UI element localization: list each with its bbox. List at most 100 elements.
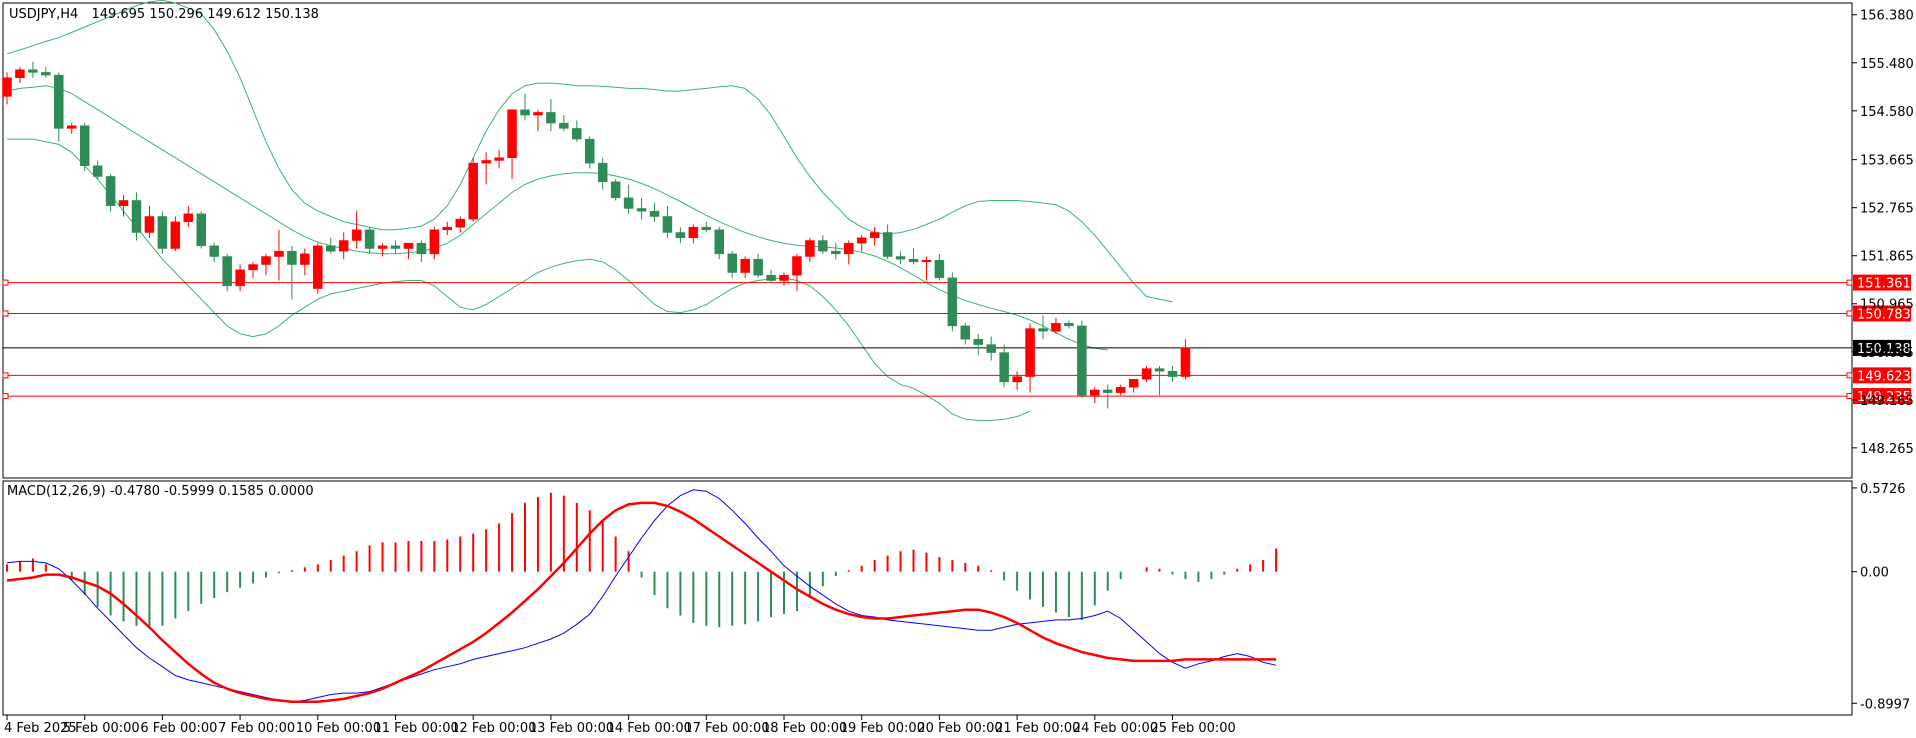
- bullish-candle: [779, 274, 789, 281]
- bearish-candle: [701, 226, 712, 231]
- bearish-candle: [831, 250, 841, 255]
- bullish-candle: [67, 125, 77, 129]
- bearish-candle: [28, 69, 38, 73]
- level-handle-left: [2, 310, 9, 317]
- horizontal-levels[interactable]: 151.361 150.783 149.623 149.235 150.138: [2, 274, 1911, 405]
- level-handle-left: [2, 372, 9, 379]
- time-tick-label: 13 Feb 00:00: [529, 721, 614, 736]
- bearish-candle: [1038, 328, 1048, 332]
- bearish-candle: [636, 208, 647, 212]
- time-tick-label: 19 Feb 00:00: [840, 721, 925, 736]
- bearish-candle: [209, 245, 219, 257]
- bearish-candle: [520, 109, 530, 116]
- bullish-candle: [481, 160, 491, 164]
- time-tick-label: 12 Feb 00:00: [451, 721, 536, 736]
- bearish-candle: [882, 232, 893, 257]
- level-handle-right: [1846, 372, 1853, 379]
- macd-panel: 0.5726 0.00 -0.8997 MACD(12,26,9) -0.4780 …: [2, 480, 1910, 716]
- bearish-candle: [105, 176, 116, 207]
- bearish-candle: [1103, 389, 1113, 393]
- macd-indicator: [6, 489, 1278, 704]
- bearish-candle: [585, 138, 595, 164]
- bullish-candle: [183, 213, 194, 223]
- price-tick-label: 149.165: [1860, 394, 1914, 409]
- price-tick-label: 150.965: [1860, 298, 1914, 313]
- bearish-candle: [597, 162, 608, 183]
- level-handle-right: [1846, 393, 1853, 400]
- bearish-candle: [157, 216, 168, 249]
- bullish-candle: [688, 226, 699, 239]
- bullish-candle: [869, 232, 880, 239]
- bullish-candle: [1141, 368, 1152, 380]
- level-price-label: 150.783: [1857, 307, 1911, 322]
- bearish-candle: [1154, 368, 1165, 372]
- band-lower-line: [7, 138, 1031, 421]
- macd-tick-label: 0.5726: [1860, 482, 1906, 497]
- bearish-candle: [766, 274, 776, 281]
- bearish-candle: [364, 229, 375, 249]
- bullish-candle: [1180, 347, 1191, 377]
- level-price-tag: [1853, 367, 1911, 384]
- bearish-candle: [895, 256, 906, 260]
- time-tick-label: 25 Feb 00:00: [1151, 721, 1236, 736]
- bullish-candle: [403, 242, 414, 249]
- time-tick-label: 21 Feb 00:00: [995, 721, 1080, 736]
- bullish-candle: [235, 269, 245, 287]
- level-handle-right: [1846, 279, 1853, 286]
- price-tick-label: 150.065: [1860, 346, 1914, 361]
- bullish-candle: [507, 109, 517, 159]
- bearish-candle: [54, 74, 64, 129]
- bearish-candle: [1064, 322, 1074, 327]
- bearish-candle: [390, 245, 401, 249]
- bearish-candle: [727, 253, 737, 273]
- time-tick-label: 7 Feb 00:00: [218, 721, 295, 736]
- bearish-candle: [326, 245, 336, 252]
- macd-line: [6, 489, 1277, 703]
- bullish-candle: [1128, 379, 1139, 388]
- bullish-candle: [429, 229, 440, 255]
- bearish-candle: [92, 165, 103, 177]
- bearish-candle: [572, 128, 582, 140]
- bearish-candle: [818, 240, 828, 252]
- level-handle-left: [2, 279, 9, 286]
- time-tick-label: 10 Feb 00:00: [296, 721, 381, 736]
- bullish-candle: [248, 264, 258, 271]
- bearish-candle: [960, 325, 971, 340]
- price-axis: 156.380 155.480 154.580 153.665 152.765 151.8…: [1852, 9, 1914, 457]
- level-price-label: 149.623: [1857, 369, 1911, 384]
- current-price-label: 150.138: [1857, 342, 1911, 357]
- bearish-candle: [623, 197, 634, 209]
- bearish-candle: [559, 122, 569, 129]
- time-tick-label: 6 Feb 00:00: [140, 721, 217, 736]
- time-tick-label: 5 Feb 00:00: [63, 721, 140, 736]
- bullish-candle: [494, 157, 504, 161]
- bullish-candle: [805, 240, 815, 257]
- bullish-candle: [740, 258, 750, 273]
- macd-tick-label: -0.8997: [1860, 697, 1910, 712]
- bearish-candle: [196, 213, 206, 247]
- level-price-tag: [1853, 274, 1911, 291]
- price-panel: 151.361 150.783 149.623 149.235 150.138 156.…: [2, 0, 1914, 479]
- bearish-candle: [662, 216, 673, 233]
- bearish-candle: [947, 277, 958, 327]
- bullish-candle: [351, 229, 362, 241]
- price-panel-frame: [2, 2, 1853, 479]
- time-tick-label: 24 Feb 00:00: [1073, 721, 1158, 736]
- signal-line: [6, 501, 1277, 704]
- time-tick-label: 17 Feb 00:00: [684, 721, 769, 736]
- macd-panel-frame: [2, 480, 1853, 716]
- bearish-candle: [973, 338, 983, 345]
- time-tick-label: 4 Feb 2025: [4, 721, 77, 736]
- bearish-candle: [610, 181, 621, 199]
- bearish-candle: [714, 229, 724, 255]
- bearish-candle: [753, 258, 763, 276]
- bearish-candle: [934, 259, 945, 279]
- bullish-candle: [844, 242, 854, 255]
- symbol-header: USDJPY,H4 149.695 150.296 149.612 150.13…: [9, 7, 319, 22]
- price-tick-label: 152.765: [1860, 202, 1914, 217]
- bullish-candle: [1115, 387, 1126, 393]
- price-tick-label: 151.865: [1860, 250, 1914, 265]
- bullish-candle: [442, 226, 453, 231]
